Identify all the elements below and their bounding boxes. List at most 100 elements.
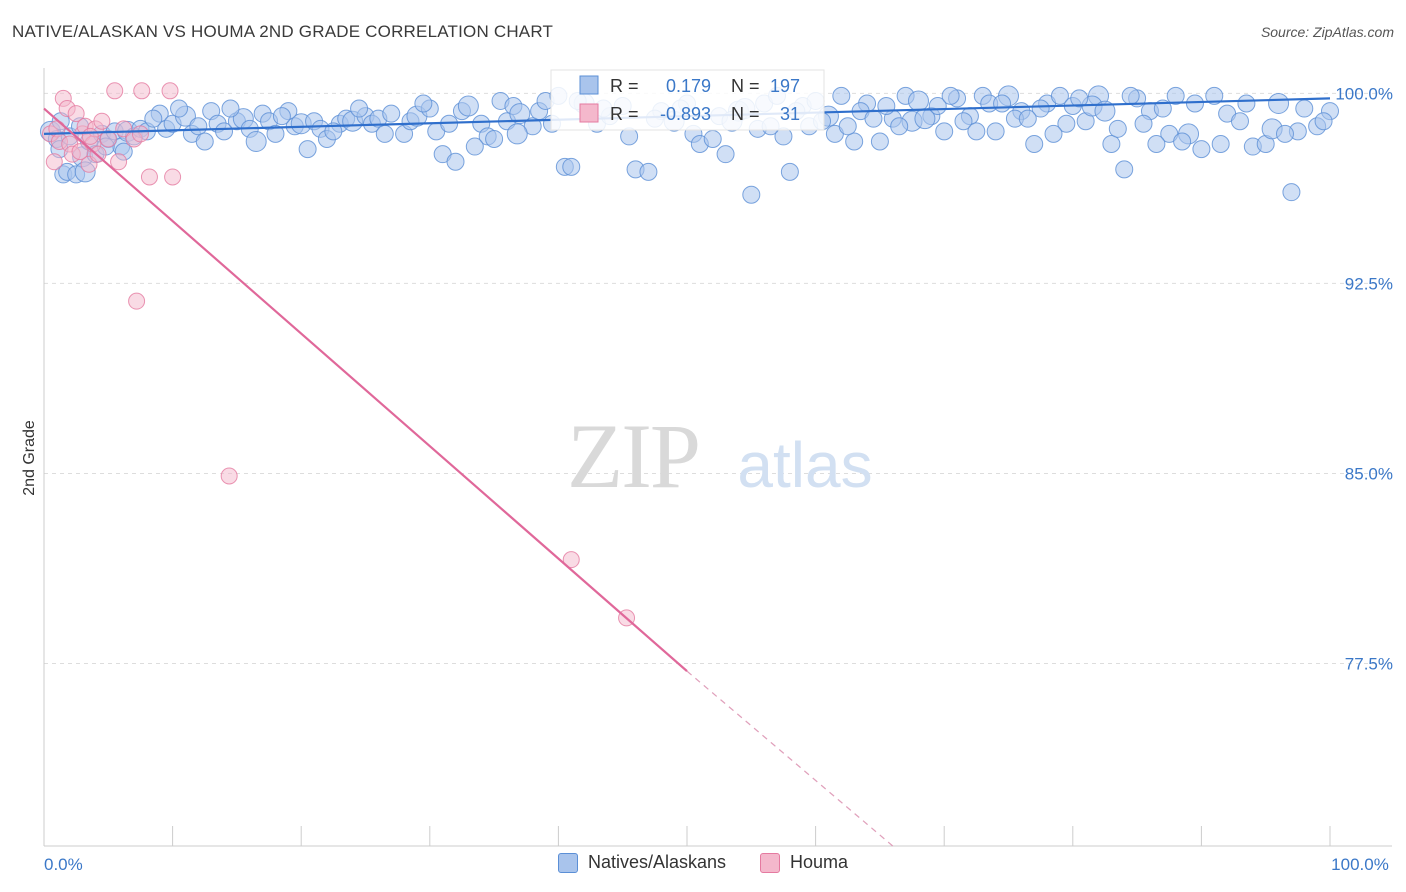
axes [43, 68, 1392, 847]
natives-point [1094, 100, 1116, 122]
natives-point [509, 103, 531, 125]
natives-point [941, 86, 960, 105]
natives-point [298, 140, 317, 159]
series-houma-points [41, 82, 636, 627]
natives-point [485, 129, 504, 148]
natives-point [1275, 124, 1294, 143]
natives-point [780, 162, 799, 181]
natives-point [639, 162, 658, 181]
houma-point [45, 153, 63, 171]
natives-point [1018, 109, 1037, 128]
natives-point [1050, 86, 1069, 105]
natives-point [1185, 94, 1204, 113]
watermark-zip: ZIP [567, 405, 699, 507]
natives-point [703, 129, 722, 148]
natives-point [562, 157, 581, 176]
stats-swatch-blue [579, 75, 599, 95]
houma-point [110, 153, 128, 171]
natives-point [954, 112, 973, 131]
watermark: ZIP atlas [567, 405, 873, 507]
y-axis-label: 2nd Grade [21, 420, 38, 496]
natives-point [1025, 135, 1044, 154]
natives-point [832, 86, 851, 105]
tick-labels: 100.0% 92.5% 85.0% 77.5% 0.0% 100.0% [44, 84, 1393, 874]
natives-point [914, 108, 936, 130]
natives-point [1211, 135, 1230, 154]
houma-point [220, 467, 238, 485]
natives-point [716, 145, 735, 164]
natives-point [1282, 183, 1301, 202]
watermark-atlas: atlas [737, 429, 872, 501]
natives-point [350, 99, 369, 118]
natives-point [414, 94, 433, 113]
houma-point [93, 112, 111, 130]
houma-trend-extension [686, 670, 894, 847]
stats-swatch-pink [579, 103, 599, 123]
natives-point [215, 122, 234, 141]
natives-point [877, 97, 896, 116]
natives-point [266, 124, 285, 143]
natives-point [838, 117, 857, 136]
natives-point [382, 104, 401, 123]
houma-point [140, 168, 158, 186]
stats-r-label-2: R = [610, 104, 639, 124]
natives-point [1134, 114, 1153, 133]
houma-point [81, 127, 99, 145]
stats-legend: R = 0.179 N = 197 R = -0.893 N = 31 [550, 69, 825, 131]
natives-point [506, 123, 528, 145]
natives-point [189, 117, 208, 136]
natives-point [1166, 86, 1185, 105]
natives-point [1057, 114, 1076, 133]
stats-n-label-1: N = [731, 76, 760, 96]
natives-point [1295, 99, 1314, 118]
legend-item-natives[interactable]: Natives/Alaskans [557, 852, 727, 873]
houma-point [133, 82, 151, 100]
houma-trend-line [43, 107, 688, 672]
natives-point [890, 117, 909, 136]
natives-point [907, 90, 929, 112]
natives-point [245, 130, 267, 152]
natives-point [375, 124, 394, 143]
natives-point [1044, 124, 1063, 143]
natives-point [1268, 92, 1290, 114]
houma-point [106, 82, 124, 100]
natives-point [1031, 99, 1050, 118]
legend-item-houma[interactable]: Houma [760, 852, 848, 873]
natives-point [195, 132, 214, 151]
houma-point [128, 292, 146, 310]
y-tick-label: 100.0% [1335, 84, 1393, 103]
natives-point [170, 99, 189, 118]
natives-point [1108, 119, 1127, 138]
grid-lines [44, 92, 1392, 665]
stats-n-label-2: N = [731, 104, 760, 124]
natives-point [1147, 135, 1166, 154]
houma-point [71, 143, 89, 161]
natives-point [272, 107, 291, 126]
natives-point [1237, 94, 1256, 113]
stats-r-value-2: -0.893 [660, 104, 711, 124]
stats-n-value-2: 31 [780, 104, 800, 124]
houma-point [67, 105, 85, 123]
houma-point [131, 125, 149, 143]
stats-r-value-1: 0.179 [666, 76, 711, 96]
natives-point [465, 137, 484, 156]
natives-point [1070, 89, 1089, 108]
legend-label-natives: Natives/Alaskans [587, 852, 727, 872]
source-label: Source: ZipAtlas.com [1260, 24, 1394, 40]
natives-point [457, 95, 479, 117]
natives-point [864, 109, 883, 128]
natives-point [144, 109, 163, 128]
natives-point [1314, 112, 1333, 131]
natives-point [1192, 140, 1211, 159]
natives-point [1115, 160, 1134, 179]
natives-point [1205, 86, 1224, 105]
natives-point [1153, 99, 1172, 118]
houma-point [99, 130, 117, 148]
stats-n-value-1: 197 [770, 76, 800, 96]
natives-point [221, 99, 240, 118]
legend: Natives/Alaskans Houma [0, 852, 1406, 873]
stats-r-label-1: R = [610, 76, 639, 96]
x-tick-label: 100.0% [1331, 855, 1389, 874]
natives-point [1173, 132, 1192, 151]
natives-point [1102, 135, 1121, 154]
